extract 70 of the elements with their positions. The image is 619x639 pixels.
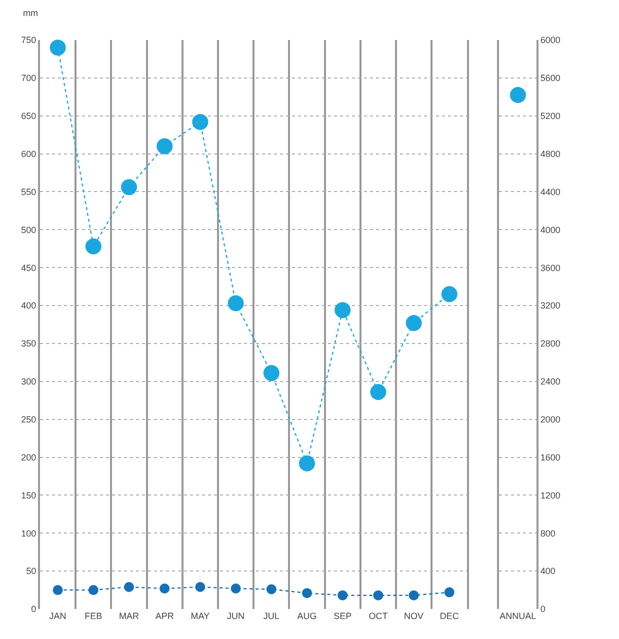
- point: [334, 302, 351, 318]
- y-tick-label: 0: [540, 604, 546, 614]
- point: [338, 590, 348, 600]
- y-tick-label: 50: [26, 566, 36, 576]
- x-tick-label: SEP: [334, 611, 352, 621]
- x-tick-label: FEB: [84, 611, 102, 621]
- point: [299, 455, 315, 472]
- point: [266, 584, 276, 594]
- x-tick-label: JUL: [263, 611, 280, 621]
- x-tick-label: JUN: [227, 611, 245, 621]
- y-tick-label: 350: [21, 338, 36, 349]
- y-tick-label: 300: [21, 376, 36, 387]
- point: [85, 238, 102, 254]
- y-tick-label: 1600: [540, 452, 560, 462]
- point: [121, 179, 137, 196]
- point: [408, 590, 419, 600]
- y-tick-label: 1200: [540, 490, 560, 500]
- point: [156, 138, 173, 154]
- point: [230, 584, 241, 594]
- y-tick-label: 4400: [540, 186, 560, 197]
- x-tick-label: AUG: [297, 611, 317, 621]
- y-tick-label: 2000: [540, 414, 560, 424]
- y-tick-label: 4000: [540, 224, 560, 235]
- point: [444, 587, 454, 598]
- point: [406, 314, 422, 331]
- y-tick-label: 6000: [540, 35, 560, 46]
- point: [160, 584, 170, 594]
- y-tick-label: 250: [21, 414, 36, 424]
- y-tick-label: 3200: [540, 300, 560, 311]
- point: [370, 384, 386, 400]
- point: [88, 585, 98, 596]
- y-tick-label: 550: [21, 186, 36, 197]
- x-tick-label: APR: [155, 611, 174, 621]
- point: [373, 590, 384, 600]
- y-tick-label: 100: [21, 528, 36, 538]
- y-tick-label: 500: [21, 224, 36, 235]
- x-tick-label: MAR: [119, 611, 140, 621]
- y-tick-label: 800: [540, 528, 556, 538]
- y-tick-label: 450: [21, 262, 36, 273]
- y-tick-label: 400: [540, 566, 556, 576]
- x-tick-label: OCT: [368, 611, 388, 621]
- x-tick-label: DEC: [440, 611, 460, 621]
- y-tick-label: 2400: [540, 376, 560, 387]
- point: [302, 588, 312, 598]
- y-tick-label: 700: [21, 73, 36, 84]
- y-tick-label: 150: [21, 490, 36, 500]
- point: [263, 365, 280, 382]
- y-tick-label: 600: [21, 148, 36, 159]
- y-tick-label: 3600: [540, 262, 560, 273]
- point: [192, 114, 208, 130]
- y-tick-label: 2800: [540, 338, 560, 349]
- y-tick-label: 200: [21, 452, 36, 462]
- point: [441, 286, 458, 302]
- x-tick-label: JAN: [49, 611, 66, 621]
- y-tick-label: 0: [31, 604, 36, 614]
- point: [52, 585, 63, 596]
- point: [228, 295, 244, 312]
- point: [124, 582, 134, 592]
- y-tick-label: 5600: [540, 73, 560, 84]
- point: [50, 40, 66, 56]
- point: [195, 582, 206, 592]
- y-tick-label: 750: [21, 35, 36, 46]
- y-tick-label: 400: [21, 300, 36, 311]
- x-tick-label: NOV: [404, 611, 424, 621]
- x-tick-label: ANNUAL: [500, 611, 536, 621]
- x-tick-label: MAY: [190, 611, 210, 621]
- y-tick-label: 4800: [540, 148, 560, 159]
- y-axis-title: mm: [23, 8, 38, 18]
- y-tick-label: 5200: [540, 111, 560, 122]
- y-tick-label: 650: [21, 111, 36, 122]
